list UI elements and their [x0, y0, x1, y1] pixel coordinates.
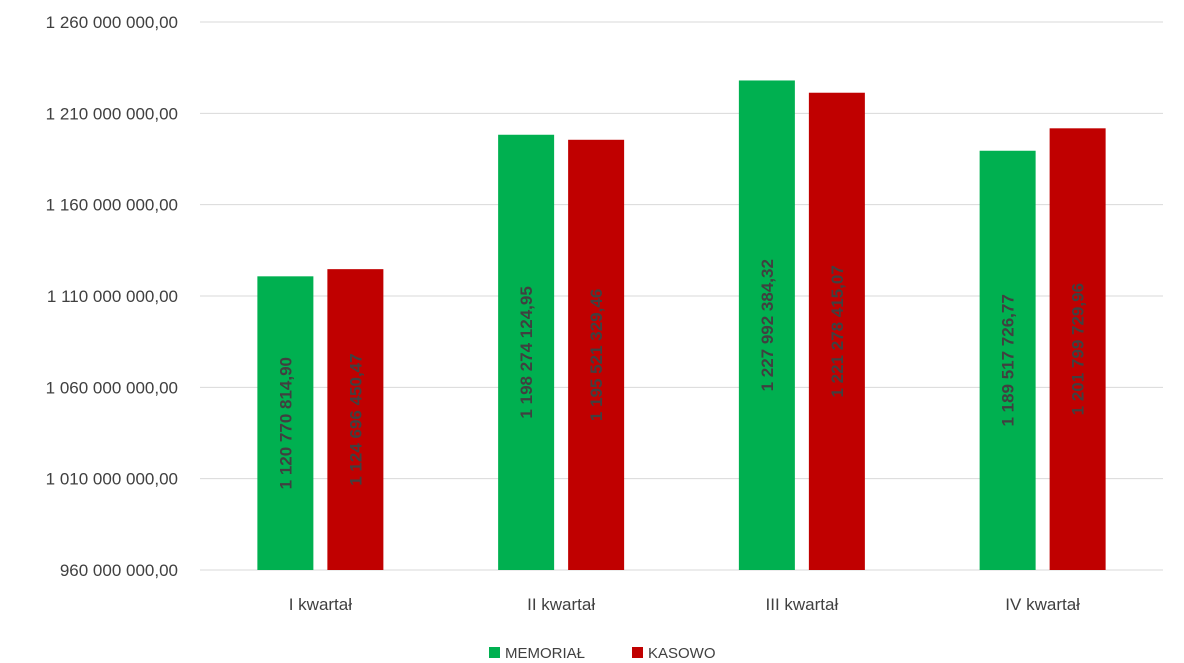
y-tick-label: 1 110 000 000,00: [47, 287, 178, 306]
y-tick-label: 1 010 000 000,00: [46, 470, 178, 489]
bar-memorial: [738, 80, 795, 570]
x-tick-label: IV kwartał: [1005, 595, 1080, 614]
bar-memorial: [498, 134, 555, 570]
bar-kasowo: [1049, 128, 1106, 570]
x-axis: I kwartał II kwartał III kwartał IV kwartał: [289, 595, 1080, 614]
y-tick-label: 1 260 000 000,00: [46, 13, 178, 32]
bar-memorial: [979, 150, 1036, 570]
y-axis: 960 000 000,00 1 010 000 000,00 1 060 000 …: [46, 13, 178, 580]
bar-data-label: 1 201 799 729,96: [1069, 283, 1088, 415]
bars: 1 120 770 814,90 1 124 696 450,47 1 198 27…: [257, 80, 1106, 570]
bar-kasowo: [568, 139, 625, 570]
x-tick-label: III kwartał: [766, 595, 839, 614]
bar-data-label: 1 227 992 384,32: [758, 259, 777, 391]
y-tick-label: 1 210 000 000,00: [46, 104, 178, 123]
bar-data-label: 1 221 278 415,07: [828, 265, 847, 397]
y-tick-label: 1 060 000 000,00: [46, 378, 178, 397]
x-tick-label: II kwartał: [527, 595, 595, 614]
bar-memorial: [257, 276, 314, 570]
bar-kasowo: [327, 269, 384, 570]
bar-data-label: 1 198 274 124,95: [517, 286, 536, 418]
y-tick-label: 960 000 000,00: [60, 561, 178, 580]
y-tick-label: 1 160 000 000,00: [46, 196, 178, 215]
legend-swatch: [489, 647, 500, 658]
bar-data-label: 1 195 521 329,46: [587, 289, 606, 421]
x-tick-label: I kwartał: [289, 595, 353, 614]
bar-data-label: 1 124 696 450,47: [346, 353, 365, 485]
legend-swatch: [632, 647, 643, 658]
legend-label: MEMORIAŁ: [505, 645, 585, 662]
bar-data-label: 1 189 517 726,77: [999, 294, 1018, 426]
bar-kasowo: [808, 92, 865, 570]
legend-label: KASOWO: [648, 645, 716, 662]
legend: MEMORIAŁ KASOWO: [489, 645, 716, 662]
bar-data-label: 1 120 770 814,90: [276, 357, 295, 489]
